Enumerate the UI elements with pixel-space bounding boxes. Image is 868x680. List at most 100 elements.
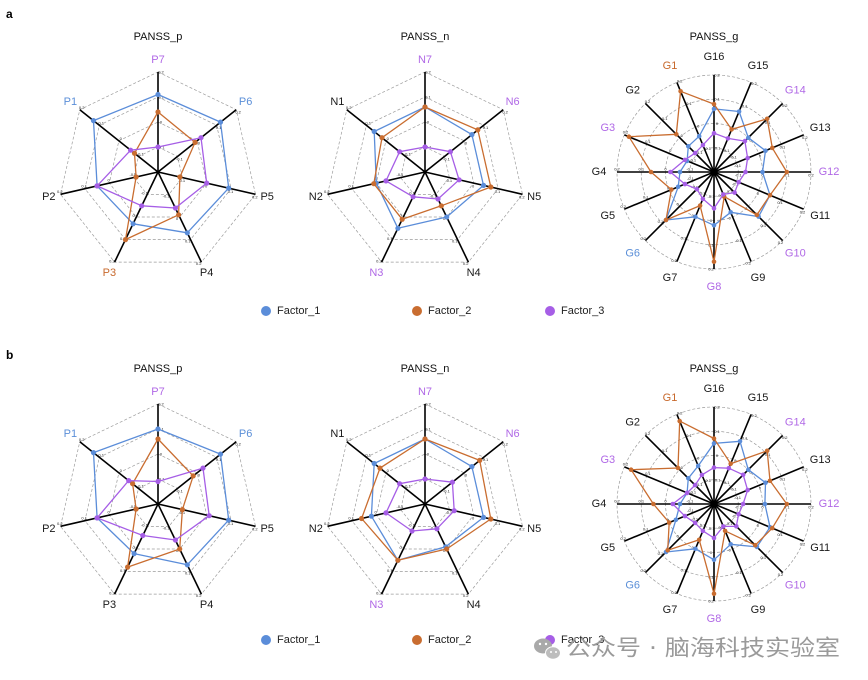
tick-label: 0.1 — [784, 505, 790, 510]
axis-label: G1 — [663, 392, 678, 404]
data-point — [139, 203, 145, 209]
tick-label: -0.1 — [734, 163, 742, 168]
watermark: 公众号 · 脑海科技实验室 — [534, 637, 840, 662]
tick-label: 0 — [387, 136, 390, 141]
tick-label: -0.1 — [141, 523, 149, 528]
tick-label: 0.2 — [463, 261, 469, 266]
data-point — [711, 591, 717, 596]
tick-label: -0.1 — [176, 488, 184, 493]
data-point — [675, 184, 681, 190]
tick-label: -0.1 — [735, 505, 743, 510]
tick-label: -0.1 — [698, 523, 706, 528]
data-point — [383, 178, 389, 184]
tick-label: 0.2 — [235, 110, 241, 115]
axis-label: N1 — [330, 428, 344, 440]
data-point — [696, 537, 702, 543]
tick-label: -0.1 — [704, 478, 712, 483]
data-point — [692, 520, 698, 526]
tick-label: -0.1 — [686, 499, 694, 504]
tick-label: 0.2 — [519, 195, 525, 200]
tick-label: 0.1 — [483, 125, 489, 130]
legend-label: Factor_1 — [277, 634, 320, 646]
axis-label: G9 — [751, 604, 766, 616]
tick-label: -0.1 — [687, 176, 695, 181]
tick-label: 0.2 — [751, 413, 757, 418]
tick-label: 0 — [465, 141, 468, 146]
data-point — [711, 436, 717, 441]
data-point — [371, 460, 377, 467]
tick-label: 0.2 — [346, 437, 352, 442]
tick-label: 0.1 — [643, 527, 649, 532]
series-3 — [94, 465, 212, 543]
tick-label: -0.1 — [163, 525, 171, 530]
data-point — [675, 465, 681, 471]
data-point — [155, 426, 161, 432]
axis-label: P6 — [239, 428, 252, 440]
data-point — [692, 150, 698, 156]
tick-label: 0 — [664, 167, 667, 172]
tick-label: 0 — [427, 120, 430, 125]
grid-ring — [351, 428, 499, 572]
axis-label: N4 — [467, 599, 481, 611]
radar-chart: -0.1 0 0.1 0.2 -0.1 0 0.1 0.2 -0.1 0 0.1 0.2 -0.1 0 0.… — [42, 31, 274, 279]
axis-label: G7 — [663, 272, 678, 284]
radar-chart: -0.1 0 0.1 0.2 -0.1 0 0.1 0.2 -0.1 0 0.1 0.2 -0.1 0 0.… — [309, 363, 541, 611]
panel-label: a — [6, 7, 13, 21]
tick-label: 0 — [729, 548, 732, 553]
axis-line — [424, 441, 504, 505]
tick-label: -0.1 — [732, 514, 740, 519]
tick-label: 0 — [399, 545, 402, 550]
legend: Factor_1 Factor_2 Factor_3 — [261, 634, 604, 646]
tick-label: 0.2 — [79, 437, 85, 442]
tick-label: 0.1 — [761, 223, 767, 228]
data-point — [626, 134, 632, 139]
axis-line — [676, 82, 715, 173]
grid-ring — [108, 121, 208, 218]
tick-label: 0 — [759, 154, 762, 159]
tick-label: -0.1 — [696, 482, 704, 487]
axis-line — [157, 441, 237, 505]
tick-label: 0 — [120, 468, 123, 473]
data-point — [133, 174, 139, 180]
data-point — [651, 501, 656, 507]
tick-label: 0.1 — [708, 574, 714, 579]
axis-label: N2 — [309, 191, 323, 203]
tick-label: -0.1 — [723, 480, 731, 485]
tick-label: -0.1 — [732, 182, 740, 187]
tick-label: 0.2 — [714, 405, 720, 410]
data-point — [711, 130, 717, 136]
axis-label: G8 — [707, 281, 722, 293]
axis-label: G15 — [748, 392, 769, 404]
panel-label: b — [6, 348, 13, 362]
tick-label: 0.2 — [376, 590, 382, 595]
tick-label: 0.1 — [185, 570, 191, 575]
data-point — [179, 507, 185, 513]
axis-label: G1 — [663, 60, 678, 72]
axis-label: G15 — [748, 60, 769, 72]
tick-label: 0 — [710, 218, 713, 223]
tick-label: 0.2 — [196, 593, 202, 598]
data-point — [456, 177, 462, 183]
grid-ring — [351, 96, 499, 240]
tick-label: 0.2 — [79, 105, 85, 110]
data-point — [729, 127, 734, 132]
tick-label: 0.2 — [751, 81, 757, 86]
tick-label: 0 — [443, 216, 446, 221]
axis-label: G13 — [810, 454, 831, 466]
tick-label: 0.1 — [452, 238, 458, 243]
data-point — [696, 133, 702, 139]
tick-label: 0 — [132, 213, 135, 218]
data-point — [133, 506, 139, 512]
tick-label: 0.2 — [158, 70, 164, 75]
series-1 — [663, 439, 773, 563]
grid-ring — [84, 96, 232, 240]
data-point — [711, 535, 717, 541]
axis-line — [713, 466, 804, 505]
data-point — [762, 501, 768, 507]
series-line — [373, 106, 485, 229]
tick-label: -0.1 — [176, 156, 184, 161]
series-3 — [668, 130, 750, 211]
tick-label: 0.1 — [686, 433, 692, 438]
tick-label: 0.2 — [778, 240, 784, 245]
